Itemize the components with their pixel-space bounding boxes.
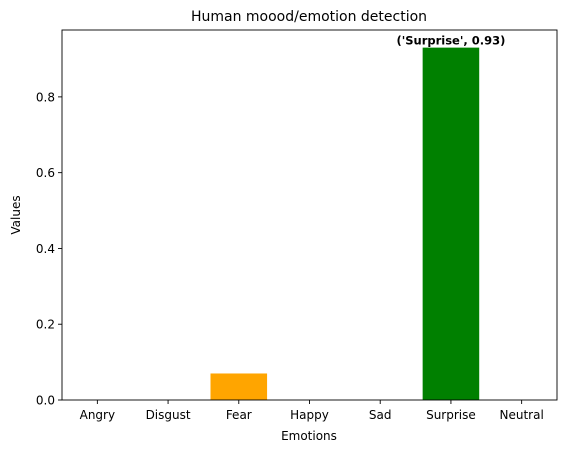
y-axis: 0.0 0.2 0.4 0.6 0.8 bbox=[36, 90, 62, 408]
x-tick-label: Disgust bbox=[146, 408, 191, 422]
bar-fear bbox=[210, 373, 268, 400]
x-tick-label: Sad bbox=[369, 408, 392, 422]
x-tick-label: Fear bbox=[226, 408, 252, 422]
y-tick-label: 0.0 bbox=[36, 394, 55, 408]
x-axis: Angry Disgust Fear Happy Sad Surprise Neutral bbox=[80, 400, 544, 422]
x-tick-label: Neutral bbox=[499, 408, 543, 422]
y-axis-label: Values bbox=[9, 195, 23, 234]
x-tick-label: Angry bbox=[80, 408, 115, 422]
peak-annotation: ('Surprise', 0.93) bbox=[396, 34, 505, 48]
plot-frame bbox=[61, 29, 558, 401]
y-tick-label: 0.6 bbox=[36, 166, 55, 180]
bar-surprise bbox=[422, 47, 480, 400]
plot-area bbox=[210, 47, 480, 400]
x-axis-label: Emotions bbox=[281, 429, 337, 443]
chart-title: Human moood/emotion detection bbox=[191, 9, 427, 25]
y-tick-label: 0.4 bbox=[36, 242, 55, 256]
y-tick-label: 0.2 bbox=[36, 318, 55, 332]
x-tick-label: Surprise bbox=[426, 408, 476, 422]
x-tick-label: Happy bbox=[290, 408, 329, 422]
y-tick-label: 0.8 bbox=[36, 90, 55, 104]
